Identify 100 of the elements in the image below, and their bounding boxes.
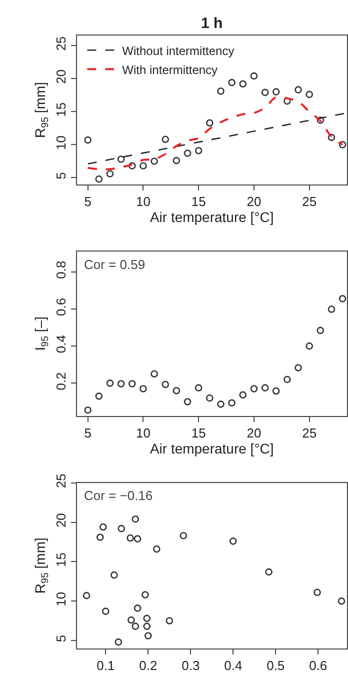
point (272, 387, 280, 395)
y-tick-label: 15 (54, 102, 69, 117)
point (162, 380, 170, 388)
point (150, 158, 158, 165)
point (134, 535, 142, 542)
point (239, 391, 247, 399)
point (316, 326, 324, 334)
point (128, 162, 136, 170)
point (314, 588, 321, 596)
point (250, 385, 258, 392)
point (250, 72, 258, 80)
point (142, 591, 149, 598)
point (140, 162, 147, 170)
x-tick-label: 5 (84, 194, 92, 209)
x-axis-title: Air temperature [°C] (150, 208, 274, 225)
point (261, 88, 269, 96)
point (338, 295, 346, 302)
point (128, 616, 135, 624)
point (84, 406, 92, 414)
point (166, 617, 174, 624)
point (99, 523, 107, 531)
x-tick-label: 5 (84, 425, 92, 440)
point (110, 571, 118, 579)
point (114, 638, 122, 646)
y-tick-label: 10 (54, 592, 69, 606)
x-tick-label: 25 (302, 194, 317, 209)
point (153, 545, 160, 553)
point (328, 134, 336, 142)
point (217, 400, 224, 408)
point (239, 80, 247, 88)
point (206, 119, 214, 127)
point (306, 90, 313, 98)
point (217, 87, 224, 95)
point (338, 597, 346, 605)
point (172, 386, 180, 394)
point (184, 150, 192, 157)
y-tick-label: 10 (54, 136, 69, 150)
point (316, 116, 324, 124)
point (194, 384, 202, 392)
x-tick-label: 0.6 (309, 658, 328, 673)
point (134, 604, 142, 612)
x-axis-title: Air temperature [°C] (150, 440, 274, 456)
point (117, 156, 125, 163)
point (106, 170, 114, 178)
x-tick-label: 15 (191, 425, 206, 440)
point (143, 622, 151, 630)
point (95, 392, 103, 400)
y-tick-label: 0.6 (54, 298, 69, 316)
point (118, 524, 126, 532)
point (228, 78, 236, 86)
y-tick-label: 5 (54, 634, 69, 642)
annotation: Cor = 0.59 (84, 257, 146, 272)
y-tick-label: 5 (54, 172, 69, 180)
point (261, 384, 269, 392)
x-tick-label: 0.2 (139, 658, 158, 673)
point (128, 380, 136, 388)
point (126, 534, 134, 542)
point (194, 146, 202, 154)
point (229, 538, 237, 545)
x-tick-label: 25 (302, 425, 317, 440)
point (172, 156, 180, 164)
x-tick-label: 15 (191, 194, 206, 209)
point (96, 534, 104, 541)
x-tick-label: 20 (246, 194, 262, 209)
point (180, 532, 188, 540)
y-tick-label: 0.2 (54, 372, 69, 390)
point (102, 608, 110, 615)
point (294, 364, 302, 372)
x-tick-label: 0.5 (266, 658, 285, 673)
point (294, 86, 302, 94)
x-tick-label: 10 (136, 194, 150, 209)
point (306, 342, 313, 350)
y-tick-label: 25 (54, 36, 69, 51)
y-tick-label: 0.8 (54, 260, 69, 279)
point (162, 136, 170, 144)
point (84, 136, 92, 144)
point (206, 394, 214, 402)
point (228, 399, 236, 407)
y-tick-label: 0.4 (54, 335, 69, 354)
point (265, 568, 272, 576)
point (117, 380, 125, 388)
chart-title: 1 h (201, 15, 223, 32)
x-tick-label: 10 (136, 425, 150, 440)
y-tick-label: 20 (54, 69, 69, 84)
x-tick-label: 20 (246, 425, 262, 440)
point (140, 385, 147, 392)
point (184, 398, 192, 406)
point (284, 376, 291, 384)
x-tick-label: 0.3 (182, 658, 200, 673)
point (338, 141, 346, 148)
legend-label: With intermittency (122, 62, 218, 77)
point (132, 622, 140, 630)
y-tick-label: 25 (54, 474, 69, 488)
point (328, 306, 336, 313)
point (106, 380, 114, 387)
point (272, 88, 280, 96)
x-tick-label: 0.4 (224, 658, 242, 673)
y-tick-label: 20 (54, 513, 69, 528)
point (150, 370, 158, 378)
point (143, 614, 151, 622)
